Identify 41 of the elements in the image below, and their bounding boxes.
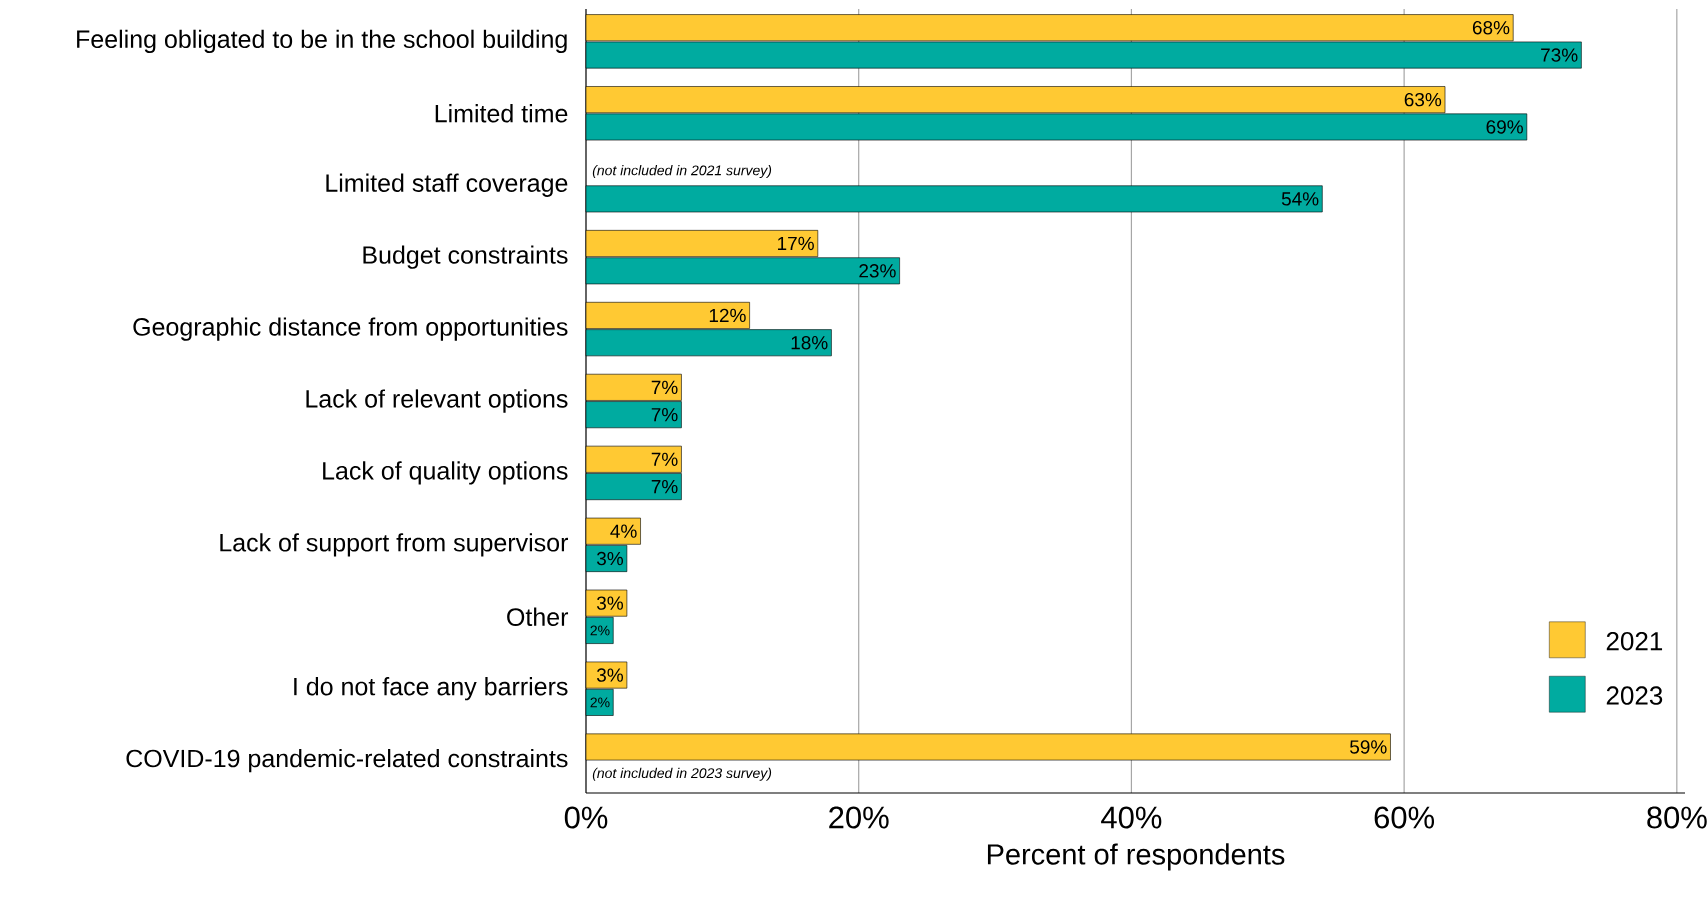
data-label: 3% xyxy=(596,551,624,566)
y-tick-label: Geographic distance from opportunities xyxy=(133,317,568,341)
y-tick-label: Other xyxy=(507,607,569,626)
data-label: 69% xyxy=(1486,120,1523,134)
data-label: 7% xyxy=(651,479,678,494)
data-label: 12% xyxy=(709,308,746,323)
y-tick-label: Lack of support from supervisor xyxy=(220,533,568,557)
data-label: 7% xyxy=(651,452,678,466)
legend-label: 2021 xyxy=(1606,631,1663,651)
data-label: 18% xyxy=(791,336,828,350)
x-tick-label: 20% xyxy=(829,806,889,829)
data-label: 7% xyxy=(651,408,678,422)
x-axis-title: Percent of respondents xyxy=(987,843,1285,871)
data-label: 7% xyxy=(651,380,678,394)
annotation: (not included in 2023 survey) xyxy=(592,767,772,781)
data-label: 68% xyxy=(1472,20,1510,35)
data-label: 2% xyxy=(590,625,610,636)
data-label: 73% xyxy=(1541,48,1578,62)
data-label: 23% xyxy=(859,264,896,278)
annotation: (not included in 2021 survey) xyxy=(592,165,772,179)
y-tick-label: Limited time xyxy=(435,104,568,123)
data-label: 59% xyxy=(1350,740,1387,754)
y-tick-label: COVID-19 pandemic-related constraints xyxy=(126,748,568,773)
x-tick-label: 40% xyxy=(1101,806,1162,829)
y-tick-label: Feeling obligated to be in the school building xyxy=(77,29,567,54)
data-label: 2% xyxy=(590,697,610,708)
x-tick-label: 0% xyxy=(564,806,608,829)
legend-label: 2023 xyxy=(1606,686,1663,705)
y-tick-label: I do not face any barriers xyxy=(294,677,568,701)
data-label: 17% xyxy=(778,236,814,251)
data-label: 54% xyxy=(1281,192,1319,206)
y-tick-label: Limited staff coverage xyxy=(326,173,568,197)
x-tick-label: 80% xyxy=(1647,806,1707,829)
data-label: 3% xyxy=(596,668,624,682)
data-label: 3% xyxy=(596,596,624,610)
y-tick-label: Lack of quality options xyxy=(323,461,568,485)
data-label: 4% xyxy=(610,524,637,538)
y-tick-label: Budget constraints xyxy=(363,245,568,269)
y-tick-label: Lack of relevant options xyxy=(306,389,568,413)
data-label: 63% xyxy=(1404,92,1442,107)
x-tick-label: 60% xyxy=(1374,806,1435,829)
